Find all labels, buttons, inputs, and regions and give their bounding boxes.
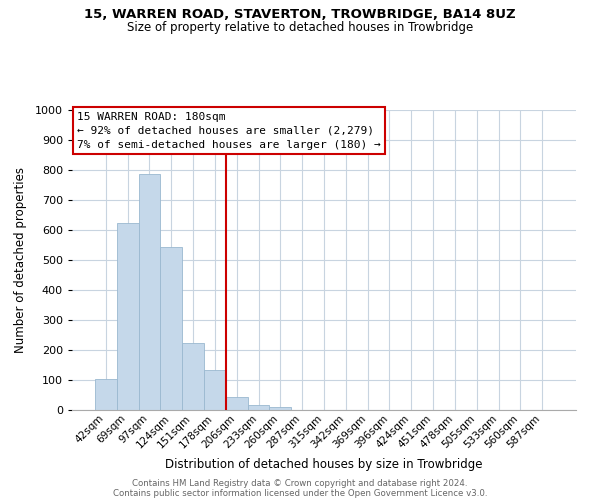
Bar (139, 174, 160, 410)
Text: Size of property relative to detached houses in Trowbridge: Size of property relative to detached ho… (127, 21, 473, 34)
Bar (95, 379, 117, 410)
Y-axis label: Number of detached properties: Number of detached properties (14, 167, 26, 353)
Bar (269, 407, 291, 410)
Bar (160, 247, 182, 410)
Text: Contains public sector information licensed under the Open Government Licence v3: Contains public sector information licen… (113, 488, 487, 498)
Text: Contains HM Land Registry data © Crown copyright and database right 2024.: Contains HM Land Registry data © Crown c… (132, 478, 468, 488)
Bar (117, 224, 139, 410)
Text: 15, WARREN ROAD, STAVERTON, TROWBRIDGE, BA14 8UZ: 15, WARREN ROAD, STAVERTON, TROWBRIDGE, … (84, 8, 516, 20)
Bar (248, 404, 269, 410)
Bar (204, 370, 226, 410)
Bar (226, 396, 248, 410)
X-axis label: Distribution of detached houses by size in Trowbridge: Distribution of detached houses by size … (165, 458, 483, 471)
Text: 15 WARREN ROAD: 180sqm
← 92% of detached houses are smaller (2,279)
7% of semi-d: 15 WARREN ROAD: 180sqm ← 92% of detached… (77, 112, 381, 150)
Bar (182, 344, 204, 410)
